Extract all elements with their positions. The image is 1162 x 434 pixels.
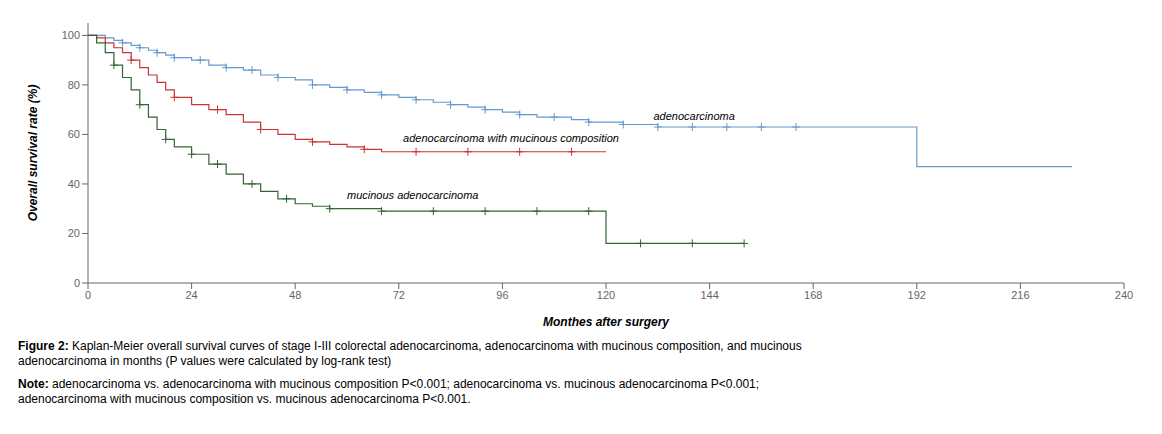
svg-text:20: 20 — [68, 227, 80, 239]
svg-text:240: 240 — [1115, 289, 1133, 301]
svg-text:mucinous adenocarcinoma: mucinous adenocarcinoma — [347, 189, 478, 201]
svg-text:48: 48 — [289, 289, 301, 301]
svg-text:192: 192 — [908, 289, 926, 301]
svg-text:168: 168 — [804, 289, 822, 301]
svg-text:72: 72 — [393, 289, 405, 301]
html-text:Note: adenocarcinoma vs. adeno: Note: adenocarcinoma vs. adenocarcinoma … — [18, 377, 760, 406]
html-text:Figure 2: Kaplan-Meier overall: Figure 2: Kaplan-Meier overall survival … — [18, 339, 802, 368]
svg-text:Overall survival rate (%): Overall survival rate (%) — [26, 85, 40, 222]
svg-text:Monthes after surgery: Monthes after surgery — [543, 315, 670, 329]
svg-text:144: 144 — [700, 289, 718, 301]
svg-text:adenocarcinoma: adenocarcinoma — [653, 110, 734, 122]
svg-text:60: 60 — [68, 128, 80, 140]
svg-text:96: 96 — [496, 289, 508, 301]
svg-text:216: 216 — [1011, 289, 1029, 301]
svg-text:100: 100 — [62, 29, 80, 41]
svg-text:0: 0 — [74, 277, 80, 289]
svg-text:24: 24 — [185, 289, 197, 301]
svg-text:0: 0 — [85, 289, 91, 301]
svg-text:80: 80 — [68, 79, 80, 91]
svg-text:40: 40 — [68, 178, 80, 190]
svg-text:adenocarcinoma with mucinous c: adenocarcinoma with mucinous composition — [403, 132, 619, 144]
svg-text:120: 120 — [597, 289, 615, 301]
